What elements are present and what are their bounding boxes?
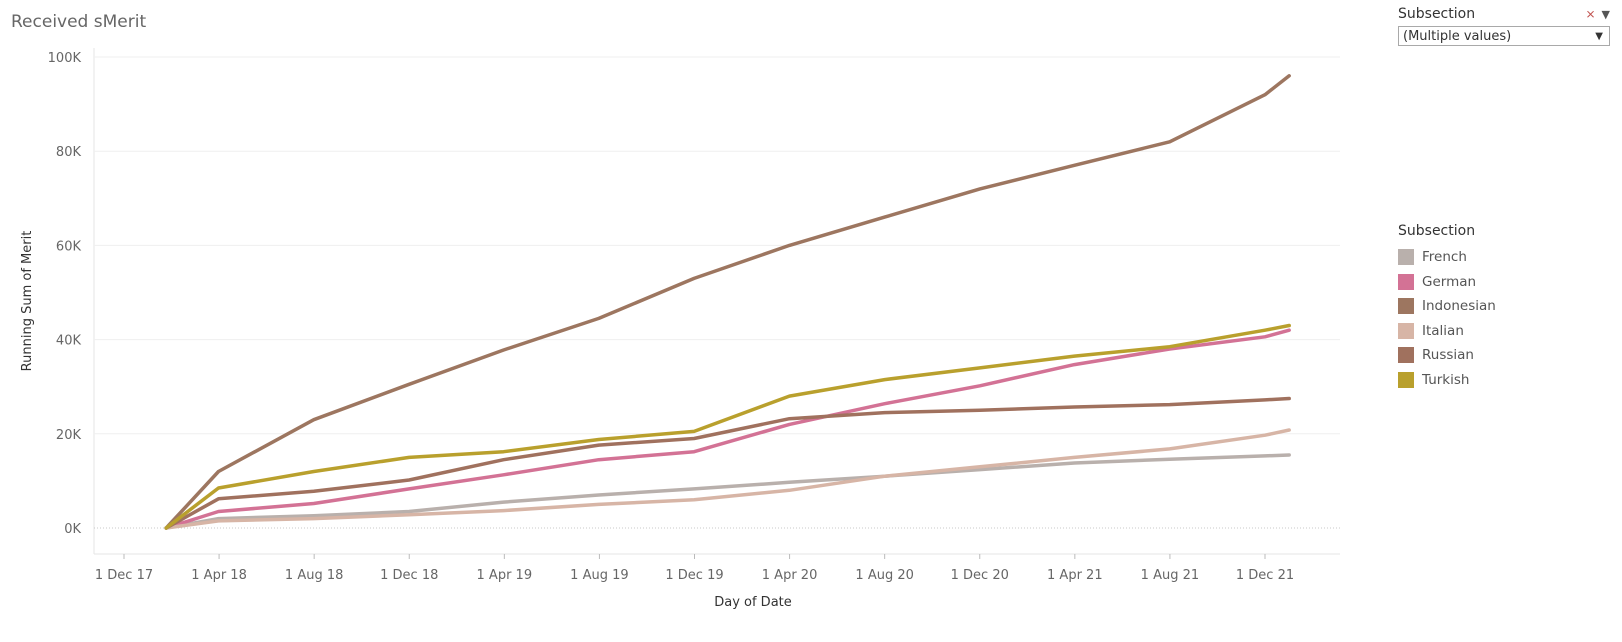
series-line-russian[interactable] [164,396,1291,530]
y-tick-label: 20K [56,428,82,443]
y-tick-label: 60K [56,239,82,254]
x-tick-label: 1 Apr 21 [1047,568,1103,583]
y-tick-label: 100K [48,51,82,66]
x-tick-label: 1 Apr 20 [762,568,818,583]
series-line-turkish[interactable] [164,323,1291,530]
y-tick-label: 80K [56,145,82,160]
x-tick-label: 1 Dec 18 [380,568,438,583]
x-tick-label: 1 Aug 21 [1141,568,1199,583]
legend-item-russian[interactable]: Russian [1398,343,1496,368]
clear-filter-icon[interactable]: ⨯ [1585,7,1596,21]
legend-item-french[interactable]: French [1398,245,1496,270]
legend-label: Italian [1422,322,1464,339]
legend-label: Russian [1422,347,1474,364]
legend-label: Indonesian [1422,298,1496,315]
x-tick-label: 1 Dec 19 [665,568,723,583]
legend-label: German [1422,273,1477,290]
x-tick-label: 1 Aug 18 [285,568,343,583]
legend-swatch [1398,273,1414,290]
series-line-italian[interactable] [164,428,1291,530]
legend-item-turkish[interactable]: Turkish [1398,368,1496,393]
x-tick-label: 1 Aug 20 [855,568,913,583]
gridlines [93,48,1340,555]
series-lines [164,74,1291,530]
legend-swatch [1398,371,1414,388]
legend-swatch [1398,249,1414,266]
y-axis: 0K 20K 40K 60K 80K 100K [48,51,82,537]
legend-swatch [1398,298,1414,315]
x-tick-label: 1 Apr 18 [191,568,247,583]
subsection-dropdown[interactable]: (Multiple values) ▼ [1398,26,1610,46]
x-tick-label: 1 Dec 20 [951,568,1009,583]
line-chart: 0K 20K 40K 60K 80K 100K 1 Dec 17 1 Apr 18 1 Aug… [20,48,1340,610]
chart-title: Received sMerit [11,12,147,32]
legend-item-german[interactable]: German [1398,270,1496,295]
filter-menu-icon[interactable]: ▼ [1601,7,1610,21]
dropdown-value: (Multiple values) [1403,28,1512,44]
legend-item-indonesian[interactable]: Indonesian [1398,294,1496,319]
legend-swatch [1398,347,1414,364]
series-line-german[interactable] [164,328,1291,530]
legend: Subsection French German Indonesian Italian… [1398,223,1496,392]
y-axis-title: Running Sum of Merit [20,231,35,372]
chevron-down-icon: ▼ [1595,30,1603,42]
legend-item-italian[interactable]: Italian [1398,319,1496,344]
x-tick-label: 1 Dec 21 [1236,568,1294,583]
legend-label: French [1422,249,1467,266]
x-axis: 1 Dec 17 1 Apr 18 1 Aug 18 1 Dec 18 1 Apr 19… [95,554,1294,583]
series-line-french[interactable] [164,453,1291,530]
x-axis-title: Day of Date [714,595,792,610]
legend-swatch [1398,322,1414,339]
series-line-indonesian[interactable] [164,74,1291,530]
y-tick-label: 40K [56,334,82,349]
x-tick-label: 1 Dec 17 [95,568,153,583]
legend-label: Turkish [1422,371,1470,388]
y-tick-label: 0K [64,522,81,537]
x-tick-label: 1 Apr 19 [477,568,533,583]
x-tick-label: 1 Aug 19 [570,568,628,583]
filter-label: Subsection [1398,6,1476,22]
legend-title: Subsection [1398,223,1476,239]
subsection-filter: Subsection ⨯ ▼ (Multiple values) ▼ [1398,4,1610,46]
